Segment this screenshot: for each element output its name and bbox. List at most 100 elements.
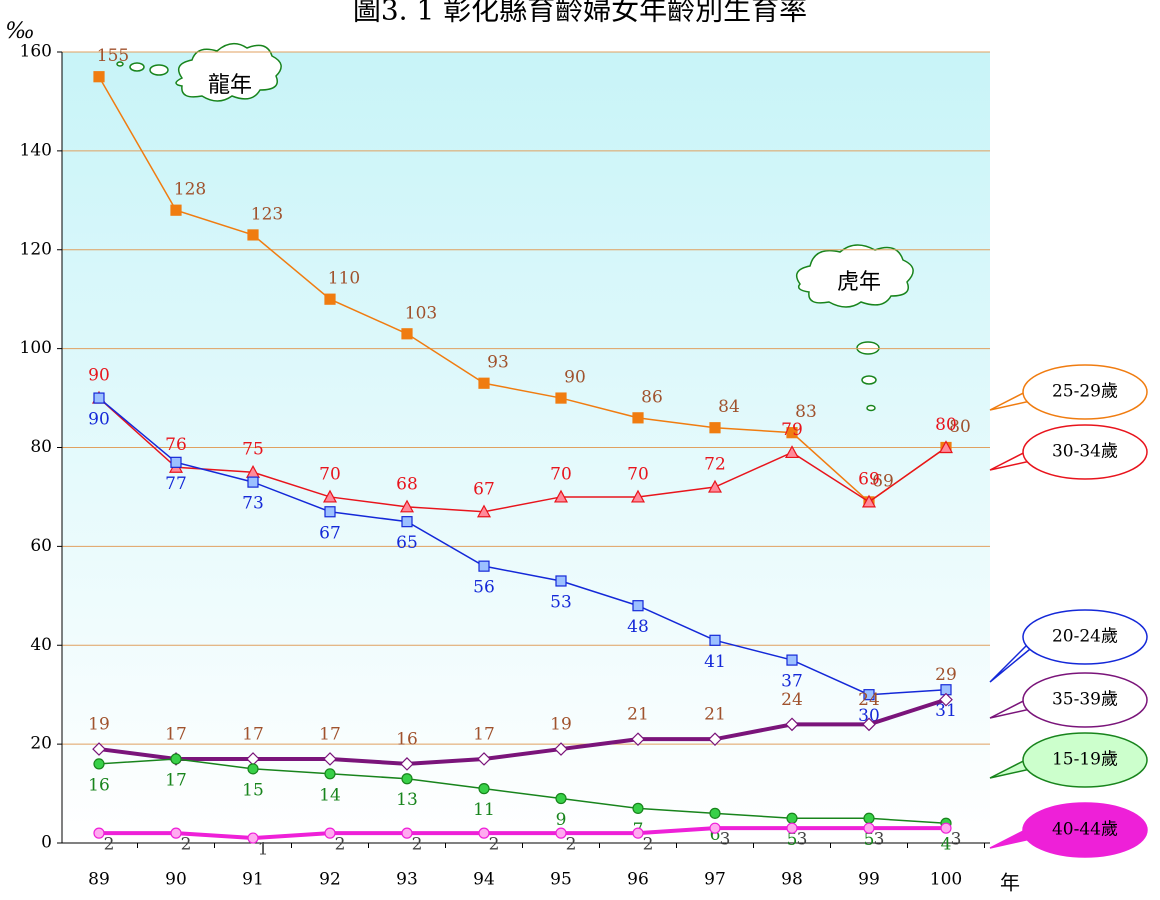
- marker: [93, 392, 105, 404]
- data-label: 19: [88, 715, 110, 735]
- marker: [401, 328, 413, 340]
- marker: [400, 757, 414, 771]
- data-label: 75: [242, 440, 264, 460]
- marker: [631, 732, 645, 747]
- data-label: 128: [174, 180, 206, 200]
- marker: [170, 204, 182, 216]
- data-label: 67: [473, 479, 495, 499]
- series-line: [99, 826, 946, 841]
- marker: [786, 427, 798, 439]
- data-label: 86: [641, 387, 663, 407]
- y-tick-label: 140: [20, 140, 52, 160]
- marker: [401, 773, 413, 785]
- data-label: 72: [704, 455, 726, 475]
- x-tick-label: 92: [319, 870, 341, 890]
- series-line: [98, 397, 947, 696]
- x-tick-label: 96: [627, 870, 649, 890]
- marker: [93, 827, 105, 839]
- data-label: 69: [858, 469, 880, 489]
- data-label: 24: [781, 690, 803, 710]
- y-tick-label: 0: [41, 833, 52, 853]
- data-label: 110: [328, 269, 360, 289]
- marker: [555, 792, 567, 805]
- legend-box: [1022, 424, 1148, 480]
- series-line: [98, 697, 947, 766]
- y-unit: ‰: [5, 19, 35, 44]
- marker: [785, 717, 799, 732]
- data-label: 53: [550, 592, 572, 612]
- marker: [940, 822, 952, 834]
- data-label: 83: [795, 402, 817, 422]
- marker: [786, 654, 798, 666]
- data-label: 5: [864, 830, 875, 850]
- marker: [554, 742, 568, 756]
- marker: [786, 822, 798, 834]
- x-tick-label: 100: [930, 870, 962, 890]
- data-label: 103: [405, 303, 437, 323]
- data-label: 19: [550, 715, 572, 735]
- data-label: 90: [88, 410, 110, 430]
- marker: [709, 634, 721, 646]
- data-label: 2: [412, 835, 423, 855]
- data-label: 37: [781, 672, 803, 692]
- data-label: 2: [181, 835, 192, 855]
- data-label: 73: [242, 494, 264, 514]
- marker: [709, 807, 721, 819]
- marker: [92, 742, 106, 756]
- data-label: 2: [489, 835, 500, 855]
- y-tick-label: 40: [30, 635, 52, 655]
- x-tick-label: 98: [781, 870, 803, 890]
- y-tick-label: 120: [20, 239, 52, 259]
- marker: [322, 489, 338, 503]
- data-label: 29: [935, 665, 957, 685]
- y-tick-label: 60: [30, 536, 52, 556]
- x-tick-label: 99: [858, 870, 880, 890]
- data-label: 3: [797, 830, 808, 850]
- marker: [401, 827, 413, 839]
- data-label: 79: [781, 420, 803, 440]
- marker: [863, 812, 875, 824]
- data-label: 24: [858, 690, 880, 710]
- marker: [863, 689, 875, 701]
- annotation: 龍年: [208, 73, 252, 98]
- marker: [709, 822, 721, 834]
- y-tick-label: 160: [20, 42, 52, 62]
- data-label: 31: [935, 701, 957, 721]
- data-label: 17: [319, 724, 341, 744]
- marker: [709, 422, 721, 434]
- data-label: 90: [564, 368, 586, 388]
- marker: [784, 445, 800, 459]
- marker: [170, 753, 182, 765]
- data-label: 68: [396, 474, 418, 494]
- marker: [478, 827, 490, 839]
- data-label: 6: [710, 825, 721, 845]
- marker: [632, 827, 644, 839]
- data-label: 3: [874, 830, 885, 850]
- data-label: 16: [396, 729, 418, 749]
- data-label: 70: [627, 464, 649, 484]
- data-label: 17: [242, 724, 264, 744]
- data-label: 2: [335, 835, 346, 855]
- data-label: 77: [165, 474, 187, 494]
- marker: [553, 489, 569, 503]
- data-label: 67: [319, 523, 341, 543]
- legend-box: [1022, 732, 1148, 788]
- marker: [630, 489, 646, 503]
- marker: [632, 802, 644, 814]
- marker: [170, 456, 182, 468]
- legend-label: 30-34歲: [1052, 442, 1118, 462]
- x-tick-label: 89: [88, 870, 110, 890]
- data-label: 3: [720, 830, 731, 850]
- data-label: 80: [949, 417, 971, 437]
- marker: [708, 732, 722, 747]
- marker: [555, 392, 567, 404]
- data-label: 4: [941, 835, 952, 855]
- series-line: [98, 76, 947, 503]
- marker: [632, 412, 644, 424]
- data-label: 48: [627, 617, 649, 637]
- data-label: 69: [872, 471, 894, 491]
- marker: [247, 476, 259, 488]
- cloud: [116, 42, 914, 412]
- x-tick-label: 97: [704, 870, 726, 890]
